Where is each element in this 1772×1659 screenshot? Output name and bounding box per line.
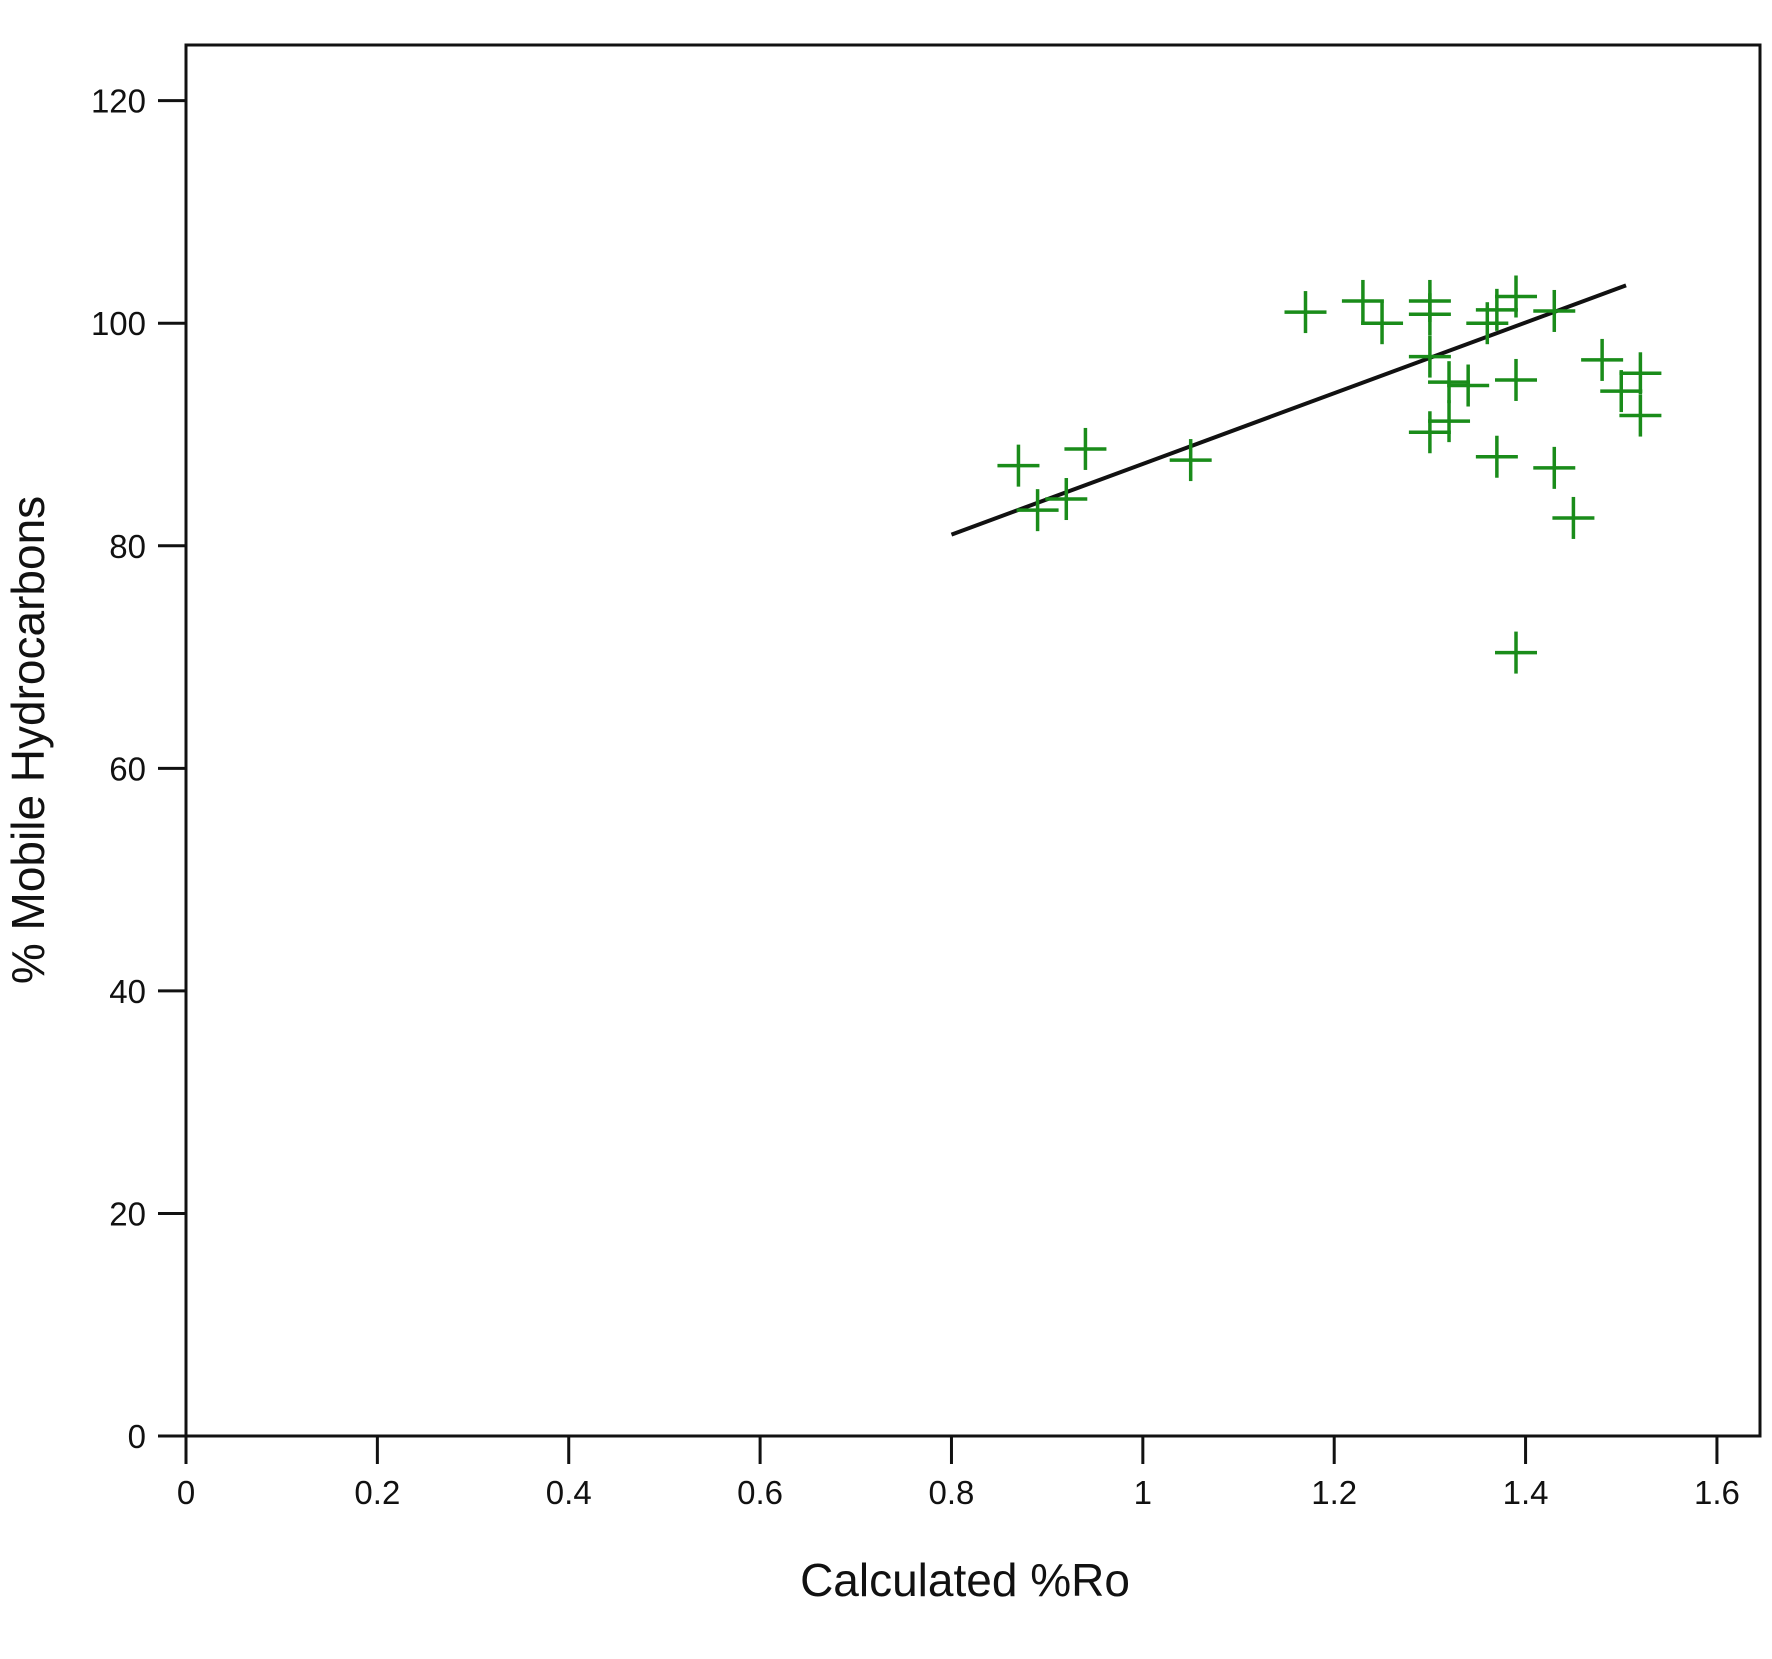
data-point [1428,361,1471,404]
x-axis-title: Calculated %Ro [800,1554,1130,1606]
data-point [1600,370,1643,413]
data-point [1045,478,1088,521]
y-tick-label: 20 [109,1195,146,1232]
y-axis-title: % Mobile Hydrocarbons [2,496,54,984]
data-point [1361,302,1404,345]
data-point [1619,352,1662,395]
x-tick-label: 0.8 [929,1474,975,1511]
data-point [1408,293,1451,336]
data-point [1495,275,1538,318]
data-point [1581,338,1624,381]
x-tick-label: 1.6 [1694,1474,1740,1511]
x-tick-label: 0.6 [737,1474,783,1511]
x-tick-label: 1.2 [1311,1474,1357,1511]
data-point [1169,439,1212,482]
data-point [1619,394,1662,437]
y-tick-label: 100 [91,305,146,342]
data-point [1408,335,1451,378]
data-point [1475,435,1518,478]
y-tick-label: 40 [109,973,146,1010]
trend-line [950,283,1627,537]
y-tick-label: 80 [109,528,146,565]
data-point [1284,291,1327,334]
x-axis-ticks: 0 0.2 0.4 0.6 0.8 1 1.2 1.4 1.6 [177,1436,1740,1511]
y-tick-label: 0 [128,1418,146,1455]
data-point [1533,446,1576,489]
y-axis-ticks: 0 20 40 60 80 100 120 [91,83,186,1455]
data-point [1408,411,1451,454]
data-point [1016,489,1059,532]
data-point [1495,631,1538,674]
y-tick-label: 60 [109,750,146,787]
data-point [1533,289,1576,332]
data-point [997,444,1040,487]
data-point [1341,279,1384,322]
data-point [1495,358,1538,401]
data-point [1428,400,1471,443]
plot-frame [184,43,1762,1438]
data-point [1552,496,1595,539]
x-tick-label: 1 [1134,1474,1152,1511]
y-tick-label: 120 [91,83,146,120]
x-tick-label: 1.4 [1503,1474,1549,1511]
x-tick-label: 0 [177,1474,195,1511]
data-points [997,275,1662,674]
data-point [1064,427,1107,470]
x-tick-label: 0.2 [354,1474,400,1511]
x-tick-label: 0.4 [546,1474,592,1511]
data-point [1447,364,1490,407]
